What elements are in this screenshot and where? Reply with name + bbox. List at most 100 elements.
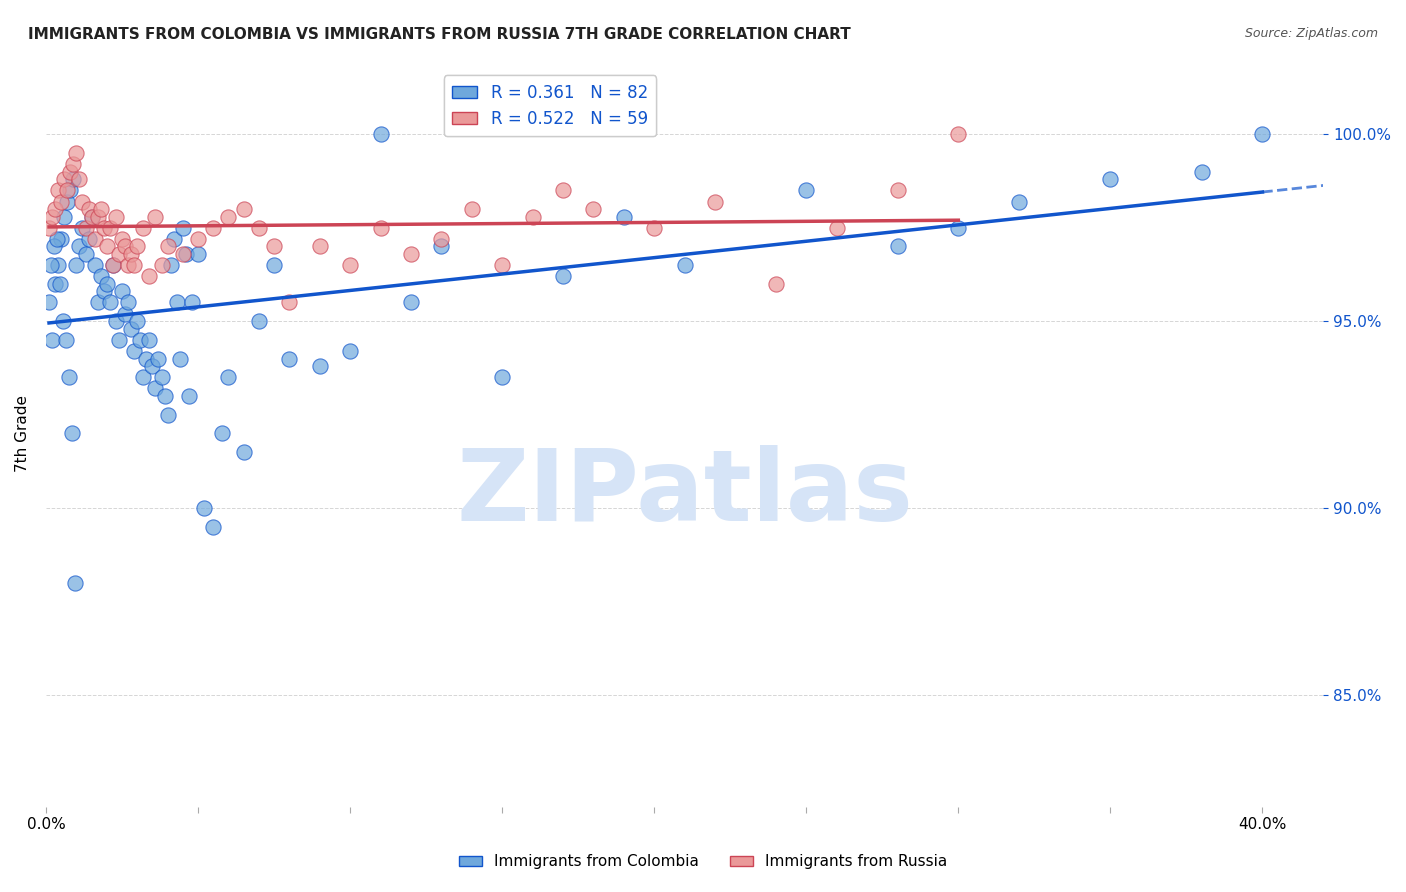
Point: [1251, 128, 1274, 142]
Point: [153, 389, 176, 403]
Point: [72, 220, 94, 235]
Point: [1191, 164, 1213, 178]
Point: [491, 370, 513, 384]
Point: [53, 172, 76, 186]
Point: [278, 351, 301, 366]
Point: [120, 247, 142, 261]
Point: [174, 247, 197, 261]
Point: [51, 232, 73, 246]
Point: [886, 183, 908, 197]
Y-axis label: 7th Grade: 7th Grade: [15, 395, 30, 472]
Point: [765, 277, 787, 291]
Point: [150, 258, 173, 272]
Point: [263, 239, 285, 253]
Point: [172, 220, 194, 235]
Text: IMMIGRANTS FROM COLOMBIA VS IMMIGRANTS FROM RUSSIA 7TH GRADE CORRELATION CHART: IMMIGRANTS FROM COLOMBIA VS IMMIGRANTS F…: [28, 27, 851, 42]
Point: [370, 220, 392, 235]
Point: [232, 445, 254, 459]
Point: [44, 277, 66, 291]
Point: [582, 202, 605, 216]
Point: [430, 239, 453, 253]
Point: [58, 370, 80, 384]
Point: [98, 295, 121, 310]
Point: [83, 232, 105, 246]
Point: [53, 210, 76, 224]
Point: [108, 333, 131, 347]
Point: [42, 239, 65, 253]
Point: [127, 239, 149, 253]
Point: [45, 232, 67, 246]
Text: Source: ZipAtlas.com: Source: ZipAtlas.com: [1244, 27, 1378, 40]
Point: [93, 220, 115, 235]
Point: [491, 258, 513, 272]
Point: [120, 321, 142, 335]
Point: [59, 183, 82, 197]
Point: [86, 210, 108, 224]
Point: [886, 239, 908, 253]
Point: [39, 258, 62, 272]
Point: [339, 258, 361, 272]
Point: [825, 220, 848, 235]
Point: [399, 247, 422, 261]
Point: [187, 247, 209, 261]
Point: [145, 210, 167, 224]
Point: [111, 285, 134, 299]
Point: [90, 202, 112, 216]
Point: [232, 202, 254, 216]
Point: [1099, 172, 1122, 186]
Point: [430, 232, 453, 246]
Point: [77, 202, 100, 216]
Point: [108, 247, 131, 261]
Point: [98, 220, 121, 235]
Point: [48, 277, 70, 291]
Point: [613, 210, 636, 224]
Point: [46, 183, 69, 197]
Point: [263, 258, 285, 272]
Point: [65, 258, 87, 272]
Point: [138, 333, 160, 347]
Point: [551, 269, 574, 284]
Point: [122, 344, 145, 359]
Point: [166, 295, 188, 310]
Point: [187, 232, 209, 246]
Point: [111, 232, 134, 246]
Point: [141, 359, 163, 373]
Point: [60, 426, 83, 441]
Point: [129, 333, 152, 347]
Point: [177, 389, 200, 403]
Point: [75, 247, 97, 261]
Point: [370, 128, 392, 142]
Point: [145, 381, 167, 395]
Point: [156, 408, 179, 422]
Point: [56, 183, 79, 197]
Point: [169, 351, 191, 366]
Point: [41, 210, 63, 224]
Point: [673, 258, 696, 272]
Point: [339, 344, 361, 359]
Point: [90, 269, 112, 284]
Point: [104, 314, 127, 328]
Point: [156, 239, 179, 253]
Point: [127, 314, 149, 328]
Point: [93, 285, 115, 299]
Text: ZIPatlas: ZIPatlas: [456, 444, 912, 541]
Point: [163, 232, 186, 246]
Point: [41, 333, 63, 347]
Point: [67, 172, 90, 186]
Point: [38, 220, 60, 235]
Point: [96, 239, 118, 253]
Point: [114, 239, 136, 253]
Point: [308, 239, 330, 253]
Point: [83, 258, 105, 272]
Point: [46, 258, 69, 272]
Point: [51, 194, 73, 209]
Point: [55, 333, 77, 347]
Point: [59, 164, 82, 178]
Point: [193, 501, 215, 516]
Point: [80, 210, 103, 224]
Point: [704, 194, 727, 209]
Point: [794, 183, 817, 197]
Point: [522, 210, 544, 224]
Point: [117, 258, 139, 272]
Point: [159, 258, 181, 272]
